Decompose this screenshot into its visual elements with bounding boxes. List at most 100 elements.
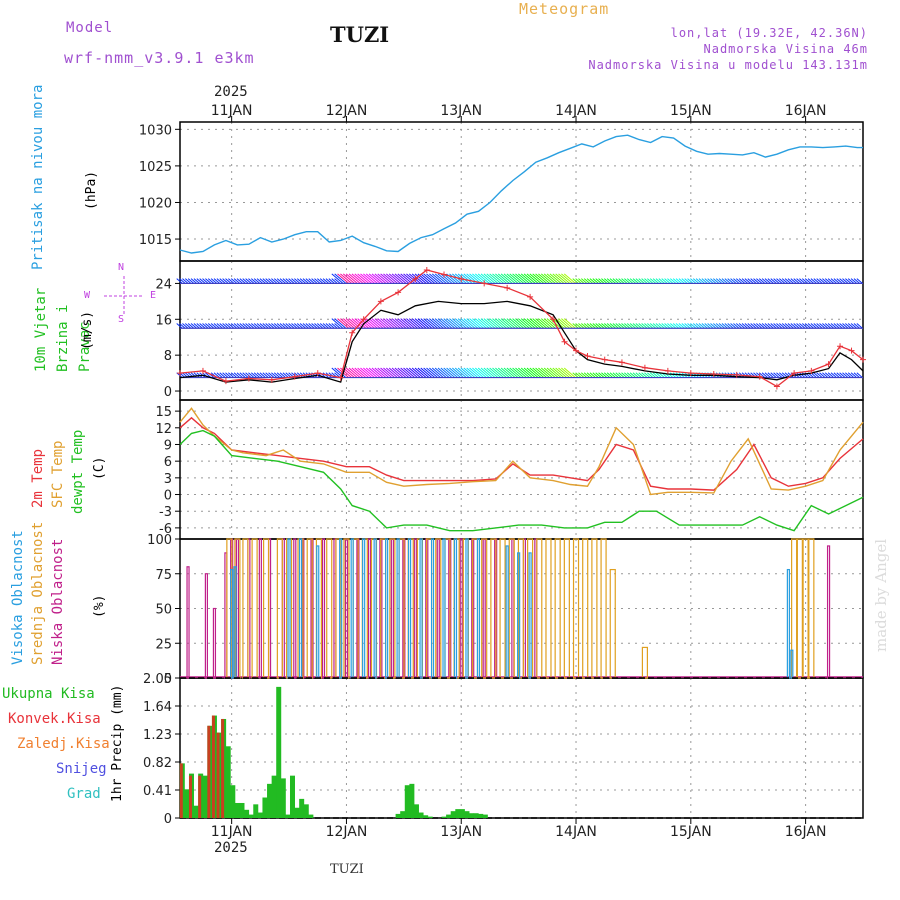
wind-barb <box>730 278 737 284</box>
wind-barb <box>337 318 350 329</box>
cloud-bar <box>465 538 469 679</box>
wind-barb <box>319 278 327 284</box>
wind-barb <box>345 273 358 284</box>
cloud-bar <box>436 538 440 679</box>
wind-barb <box>325 323 332 329</box>
wind-barb <box>735 323 743 329</box>
wind-barb <box>417 318 430 329</box>
wind-barb <box>190 323 197 329</box>
day-label-bottom: 16JAN <box>785 824 827 840</box>
wind-barb <box>764 323 771 329</box>
y-tick-label: 24 <box>155 277 172 292</box>
cloud-bar <box>609 568 616 679</box>
cloud-bar <box>511 538 515 679</box>
wind-barb <box>606 278 614 284</box>
wind-barb <box>282 278 289 284</box>
cloud-bar <box>481 538 488 679</box>
day-label-bottom: 14JAN <box>555 824 597 840</box>
wind-barb <box>497 273 510 284</box>
wind-barb <box>710 278 717 284</box>
wind-barb <box>586 278 593 284</box>
wind-barb <box>707 323 714 329</box>
wind-barb <box>523 318 536 329</box>
wind-barb <box>400 318 413 329</box>
cloud-bar <box>641 646 648 679</box>
wind-barb <box>624 372 631 378</box>
wind-barb <box>635 323 642 329</box>
wind-barb <box>515 273 527 284</box>
wind-barb <box>586 372 593 378</box>
wind-barb <box>847 278 855 284</box>
wind-barb <box>394 367 407 378</box>
wind-barb <box>753 323 760 329</box>
wind-barb <box>276 278 284 284</box>
y-tick-label: 0.82 <box>143 756 172 771</box>
precip-total-bar <box>276 686 282 818</box>
y-tick-label: 0 <box>164 385 172 400</box>
wind-barb <box>523 367 536 378</box>
wind-barb <box>842 323 849 329</box>
wind-barb <box>684 323 691 329</box>
wind-gust-marker <box>773 383 780 390</box>
wind-barb <box>423 318 436 329</box>
wind-barb <box>294 278 301 284</box>
wind-barb <box>804 323 812 329</box>
wind-barb <box>555 367 568 378</box>
wind-barb <box>669 372 677 378</box>
wind-barb <box>793 278 800 284</box>
wind-barb <box>360 273 373 284</box>
wind-barb <box>710 323 717 329</box>
wind-barb <box>454 367 467 378</box>
wind-barb <box>279 278 286 284</box>
wind-barb <box>558 318 571 329</box>
wind-barb <box>572 323 579 329</box>
wind-barb <box>767 323 774 329</box>
wind-barb <box>578 372 585 378</box>
wind-barb <box>595 372 602 378</box>
wind-barb <box>658 372 665 378</box>
wind-barb <box>225 372 232 378</box>
cloud-bar <box>826 545 831 679</box>
cloud-bar <box>790 649 794 679</box>
wind-barb <box>207 323 215 329</box>
wind-barb <box>225 323 232 329</box>
wind-barb <box>718 278 726 284</box>
wind-barb <box>216 323 223 329</box>
wind-barb <box>827 372 835 378</box>
wind-barb <box>526 367 539 378</box>
cloud-bar <box>499 538 506 679</box>
wind-barb <box>730 323 737 329</box>
wind-barb <box>589 372 596 378</box>
wind-barb <box>658 323 665 329</box>
wind-barb <box>265 278 272 284</box>
wind-barb <box>380 367 393 378</box>
wind-barb <box>365 367 378 378</box>
wind-barb <box>773 323 780 329</box>
cloud-bar <box>230 568 234 679</box>
wind-barb <box>213 323 220 329</box>
wind-barb <box>457 367 470 378</box>
wind-barb <box>543 318 556 329</box>
wind-gust-marker <box>550 316 557 323</box>
cloud-bar <box>390 538 394 679</box>
wind-barb <box>273 278 281 284</box>
wind-barb <box>216 278 223 284</box>
year-bottom: 2025 <box>214 840 248 856</box>
wind-barb <box>357 273 370 284</box>
cloud-bar <box>419 538 423 679</box>
wind-barb <box>603 323 611 329</box>
wind-barb <box>308 278 315 284</box>
wind-barb <box>503 273 516 284</box>
wind-barb <box>492 367 505 378</box>
wind-barb <box>727 323 734 329</box>
cloud-bar <box>316 545 320 679</box>
wind-barb <box>856 323 863 329</box>
wind-barb <box>626 372 634 378</box>
wind-barb <box>618 278 625 284</box>
wind-barb <box>632 278 639 284</box>
wind-barb <box>667 278 674 284</box>
wind-barb <box>701 278 708 284</box>
wind-barb <box>845 372 852 378</box>
wind-barb <box>374 367 387 378</box>
precip-total-bar <box>285 814 291 818</box>
